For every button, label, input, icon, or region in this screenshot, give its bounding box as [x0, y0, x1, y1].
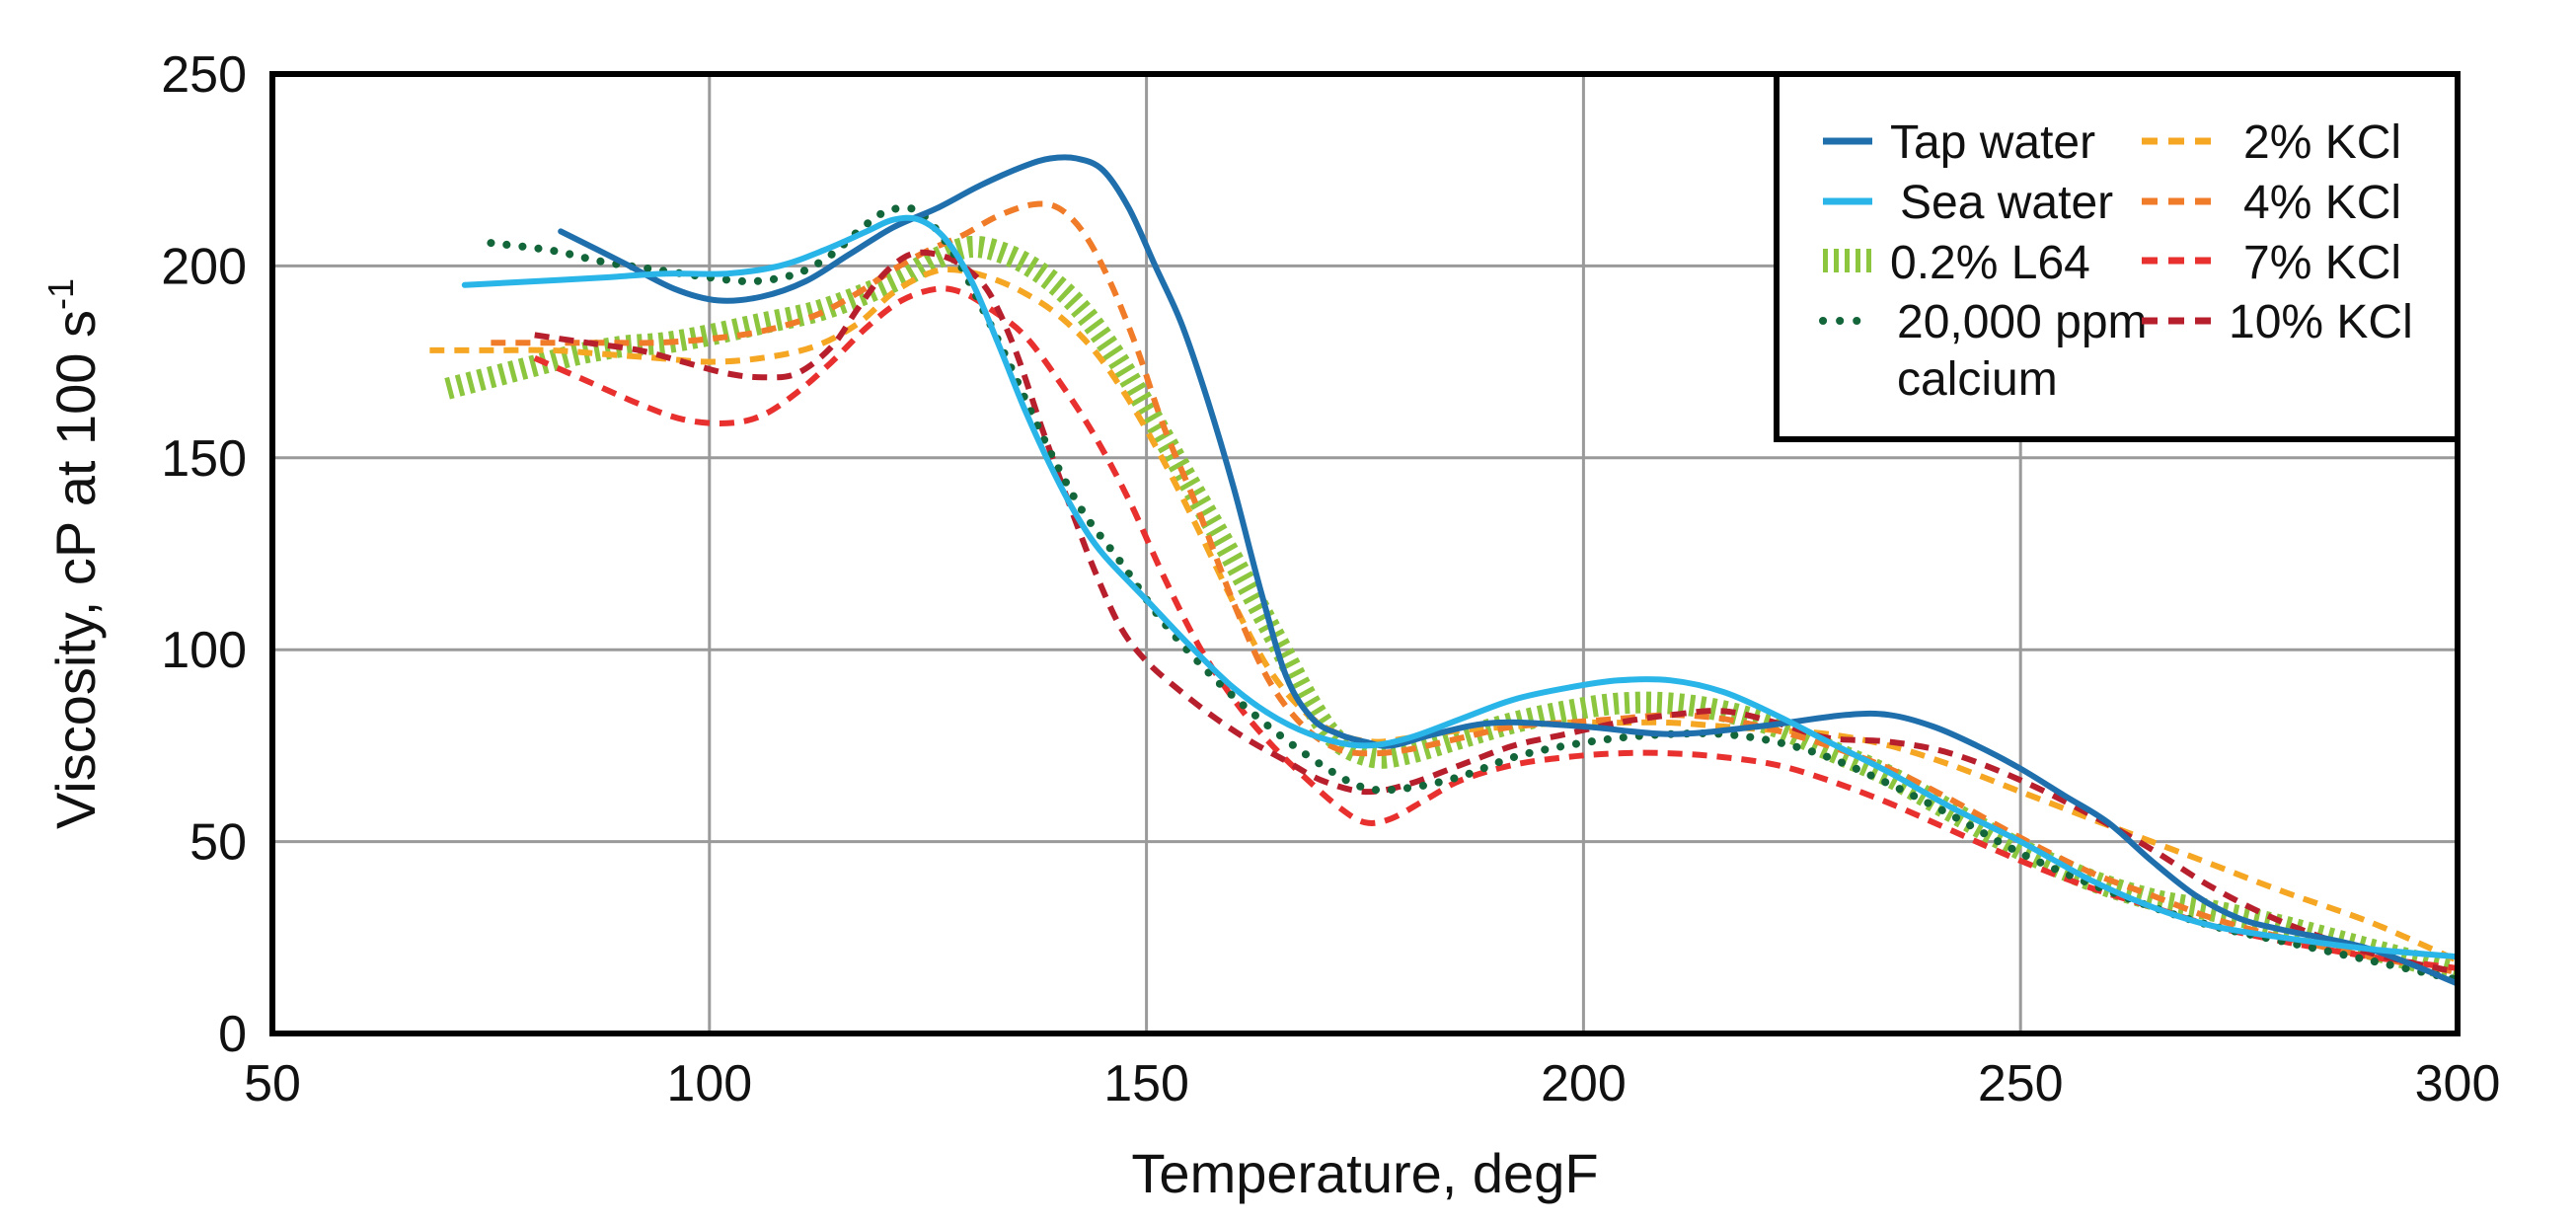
y-tick-labels: 0 50 100 150 200 250 [161, 46, 247, 1063]
x-tick-label: 50 [244, 1055, 301, 1112]
y-axis-title-group: Viscosity, cP at 100 s-1 [40, 278, 107, 829]
legend-label-tap-water: Tap water [1890, 116, 2095, 169]
series-line-10-kcl [534, 249, 2458, 975]
legend-label-calcium-line2: calcium [1897, 353, 2058, 406]
y-axis-title: Viscosity, cP at 100 s-1 [40, 278, 107, 829]
x-tick-label: 150 [1103, 1055, 1189, 1112]
legend-label-sea-water: Sea water [1900, 177, 2113, 229]
y-tick-label: 200 [161, 238, 247, 295]
x-tick-label: 300 [2415, 1055, 2501, 1112]
legend-label-kcl2: 2% KCl [2243, 116, 2401, 169]
legend-box [1774, 71, 2461, 442]
series-line-4-kcl [491, 200, 2458, 975]
y-axis-title-superscript: -1 [40, 278, 81, 310]
series-line-sea-water [461, 214, 2458, 960]
series-line-tap-water [558, 154, 2458, 987]
plot-frame [269, 71, 2461, 1036]
legend-label-kcl7: 7% KCl [2243, 237, 2401, 289]
x-tick-label: 200 [1541, 1055, 1627, 1112]
y-tick-label: 150 [161, 430, 247, 488]
x-tick-label: 100 [666, 1055, 752, 1112]
y-axis-title-main: Viscosity, cP at 100 s [44, 310, 107, 829]
x-tick-labels: 50 100 150 200 250 300 [244, 1055, 2500, 1112]
y-tick-label: 0 [218, 1006, 247, 1063]
series-layer [429, 154, 2458, 987]
series-line-7-kcl [533, 285, 2458, 971]
series-line-20-000-ppm-calcium [487, 203, 2458, 984]
series-line-2-kcl [429, 267, 2458, 963]
x-axis-title: Temperature, degF [1131, 1142, 1598, 1204]
legend-label-calcium-line1: 20,000 ppm [1897, 296, 2148, 348]
legend-label-kcl4: 4% KCl [2243, 177, 2401, 229]
legend-label-l64: 0.2% L64 [1890, 237, 2090, 289]
x-tick-label: 250 [1978, 1055, 2064, 1112]
y-tick-label: 50 [189, 814, 247, 872]
legend-label-kcl10: 10% KCl [2229, 296, 2413, 348]
y-tick-label: 250 [161, 46, 247, 104]
y-tick-label: 100 [161, 622, 247, 679]
legend: Tap water Sea water 0.2% L64 20,000 ppm … [1774, 71, 2461, 442]
